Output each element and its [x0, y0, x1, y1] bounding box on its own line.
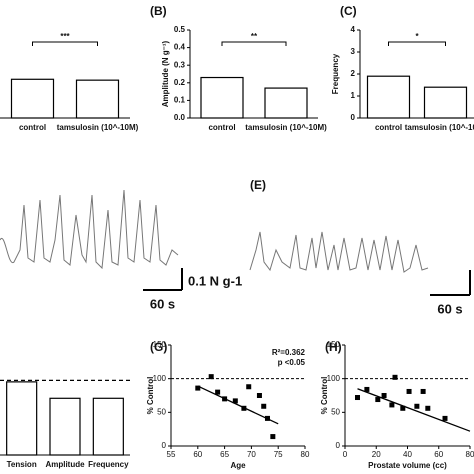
significance-bracket	[221, 41, 287, 46]
x-tick-label: control	[375, 123, 402, 132]
x-tick-label: tamsulosin (10^-10M)	[57, 123, 139, 132]
x-axis-label: Prostate volume (cc)	[368, 461, 447, 470]
y-tick-label: 150	[327, 340, 341, 349]
trace-e	[249, 231, 429, 273]
y-tick-label: 0.1	[174, 96, 186, 105]
significance-label: **	[251, 32, 258, 41]
y-tick-label: 150	[153, 340, 167, 349]
x-tick-label: 60	[434, 450, 443, 459]
point	[232, 398, 238, 404]
y-tick-label: 0.4	[174, 43, 186, 52]
y-tick-label: 1	[351, 91, 356, 100]
point	[246, 384, 252, 390]
point	[414, 403, 420, 409]
point	[256, 393, 262, 398]
y-tick-label: 0.0	[174, 113, 186, 122]
annotation: p <0.05	[278, 358, 306, 367]
y-tick-label: 100	[153, 374, 167, 383]
x-tick-label: control	[19, 123, 46, 132]
point	[208, 374, 214, 380]
scale-x-label: 60 s	[150, 296, 175, 311]
x-tick-label: 70	[247, 450, 256, 459]
y-tick-label: 50	[331, 407, 340, 416]
significance-bracket	[32, 41, 98, 46]
bar	[10, 78, 55, 119]
point	[355, 395, 360, 401]
y-tick-label: 0.5	[174, 25, 186, 34]
x-tick-label: Amplitude	[45, 460, 85, 469]
scale-x-label: 60 s	[437, 301, 462, 316]
bar	[6, 381, 38, 456]
point	[270, 434, 276, 440]
x-tick-label: tamsulosin (10^-10M)	[245, 123, 327, 132]
x-tick-label: Tension	[7, 460, 37, 469]
x-tick-label: 80	[301, 450, 310, 459]
point	[364, 386, 370, 392]
x-tick-label: 80	[466, 450, 474, 459]
x-tick-label: control	[208, 123, 235, 132]
point	[375, 397, 381, 403]
point	[406, 388, 412, 394]
y-tick-label: 0.2	[174, 78, 186, 87]
point	[420, 388, 426, 394]
x-tick-label: 20	[372, 450, 381, 459]
y-tick-label: 0	[162, 441, 167, 450]
scale-y-label: 0.1 N g-1	[188, 273, 242, 288]
point	[425, 405, 431, 411]
x-tick-label: 55	[167, 450, 176, 459]
y-tick-label: 2	[351, 69, 356, 78]
x-tick-label: 65	[220, 450, 229, 459]
significance-label: ***	[60, 32, 70, 41]
y-tick-label: 0.3	[174, 60, 186, 69]
fit-line	[357, 388, 471, 432]
point	[400, 405, 406, 411]
y-tick-label: 3	[351, 47, 356, 56]
point	[442, 415, 448, 421]
panel-label: (E)	[250, 178, 266, 192]
y-tick-label: 100	[327, 374, 341, 383]
bar	[92, 397, 124, 456]
y-tick-label: 0	[336, 441, 341, 450]
point	[241, 405, 247, 411]
fit-line	[197, 385, 279, 425]
x-tick-label: 40	[403, 450, 412, 459]
panel-label: (H)	[325, 340, 342, 354]
x-tick-label: Frequency	[88, 460, 129, 469]
trace-d	[0, 189, 179, 270]
point	[389, 402, 395, 408]
significance-label: *	[415, 32, 419, 41]
x-tick-label: tamsulosin (10^-10M)	[405, 123, 474, 132]
y-axis-label: Frequency	[331, 53, 340, 94]
bar	[75, 79, 120, 119]
bar	[264, 87, 308, 119]
y-axis-label: Amplitude (N g⁻¹)	[161, 40, 170, 107]
bar	[49, 397, 81, 456]
y-tick-label: 0	[351, 113, 356, 122]
panel-label: (B)	[150, 4, 167, 18]
point	[195, 385, 201, 391]
annotation: R²=0.362	[272, 348, 306, 357]
point	[215, 389, 221, 395]
point	[261, 403, 267, 409]
point	[381, 393, 387, 398]
x-tick-label: 60	[193, 450, 202, 459]
x-tick-label: 75	[274, 450, 283, 459]
y-axis-label: % Control	[320, 377, 329, 415]
bar	[366, 75, 411, 119]
panel-label: (C)	[340, 4, 357, 18]
y-tick-label: 4	[351, 25, 356, 34]
point	[222, 396, 228, 402]
significance-bracket	[388, 41, 446, 46]
bar	[423, 86, 468, 119]
x-axis-label: Age	[230, 461, 246, 470]
panel-label: (G)	[150, 340, 167, 354]
bar	[200, 76, 244, 119]
point	[392, 374, 398, 380]
y-axis-label: % Control	[146, 377, 155, 415]
point	[264, 415, 270, 421]
y-tick-label: 50	[157, 407, 166, 416]
x-tick-label: 0	[343, 450, 348, 459]
